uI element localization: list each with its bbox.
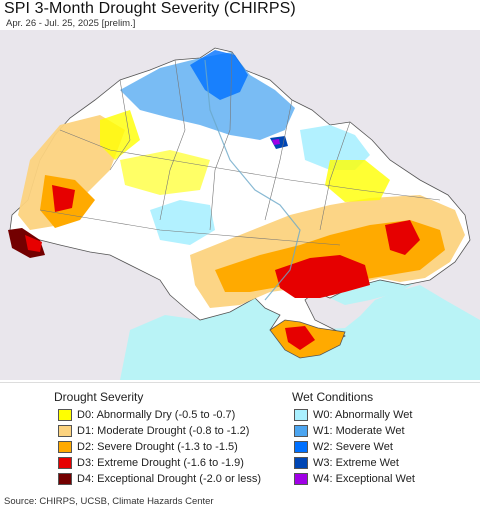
legend-item-drought-2: D2: Severe Drought (-1.3 to -1.5) xyxy=(58,439,238,455)
legend-item-wet-1: W1: Moderate Wet xyxy=(294,423,405,439)
legend-item-drought-1: D1: Moderate Drought (-0.8 to -1.2) xyxy=(58,423,249,439)
legend-item-drought-4: D4: Exceptional Drought (-2.0 or less) xyxy=(58,471,261,487)
legend-divider xyxy=(0,382,480,383)
legend-label: W4: Exceptional Wet xyxy=(313,473,415,485)
legend-swatch xyxy=(294,473,308,485)
legend-label: D2: Severe Drought (-1.3 to -1.5) xyxy=(77,441,238,453)
legend-label: D4: Exceptional Drought (-2.0 or less) xyxy=(77,473,262,485)
wet-spot-purple xyxy=(272,139,280,145)
drought-map xyxy=(0,30,480,380)
legend-swatch xyxy=(294,425,308,437)
map-title: SPI 3-Month Drought Severity (CHIRPS) xyxy=(4,0,296,17)
legend-item-wet-4: W4: Exceptional Wet xyxy=(294,471,415,487)
drought-central-d0 xyxy=(120,150,210,195)
wet-legend-heading: Wet Conditions xyxy=(292,390,374,404)
drought-west-d3b xyxy=(25,235,42,252)
legend-item-drought-3: D3: Extreme Drought (-1.6 to -1.9) xyxy=(58,455,244,471)
wet-zone-north xyxy=(120,52,295,140)
legend-label: W3: Extreme Wet xyxy=(313,457,399,469)
dnipro-river xyxy=(204,59,301,301)
legend-label: W1: Moderate Wet xyxy=(313,425,405,437)
legend-swatch xyxy=(294,441,308,453)
legend-label: D3: Extreme Drought (-1.6 to -1.9) xyxy=(77,457,244,469)
drought-south-d3 xyxy=(275,255,370,298)
legend-label: W0: Abnormally Wet xyxy=(313,409,413,421)
legend-swatch xyxy=(58,473,72,485)
drought-legend-heading: Drought Severity xyxy=(54,390,144,404)
legend-item-wet-3: W3: Extreme Wet xyxy=(294,455,399,471)
legend-item-wet-2: W2: Severe Wet xyxy=(294,439,393,455)
region-borders xyxy=(39,51,441,246)
wet-zone-central xyxy=(150,200,215,245)
source-credit: Source: CHIRPS, UCSB, Climate Hazards Ce… xyxy=(4,496,214,507)
legend-swatch xyxy=(294,457,308,469)
legend-label: D1: Moderate Drought (-0.8 to -1.2) xyxy=(77,425,250,437)
legend-swatch xyxy=(294,409,308,421)
legend-swatch xyxy=(58,425,72,437)
legend-item-wet-0: W0: Abnormally Wet xyxy=(294,407,412,423)
drought-west-d3 xyxy=(52,185,75,212)
map-subtitle: Apr. 26 - Jul. 25, 2025 [prelim.] xyxy=(6,18,136,29)
drought-northwest-d0 xyxy=(100,110,140,160)
legend-label: D0: Abnormally Dry (-0.5 to -0.7) xyxy=(77,409,236,421)
legend-item-drought-0: D0: Abnormally Dry (-0.5 to -0.7) xyxy=(58,407,235,423)
legend-swatch xyxy=(58,457,72,469)
wet-zone-north-severe xyxy=(190,50,248,100)
legend-swatch xyxy=(58,409,72,421)
crimea-d3 xyxy=(285,326,315,350)
legend-label: W2: Severe Wet xyxy=(313,441,393,453)
drought-southeast-d3 xyxy=(385,220,420,255)
legend-swatch xyxy=(58,441,72,453)
wet-zone-northeast xyxy=(300,125,370,170)
